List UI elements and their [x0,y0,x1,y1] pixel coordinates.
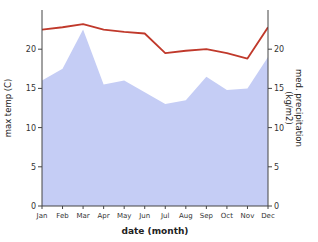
y-tick-label: 0 [31,202,36,211]
x-tick-label: Jun [138,212,150,220]
y-tick [38,88,42,89]
x-tick-label: Mar [76,212,89,220]
plot-area [42,24,268,206]
y2-tick [268,206,272,207]
y2-tick [268,166,272,167]
x-tick [165,206,166,209]
x-tick [124,206,125,209]
chart-svg: 0 5 10 15 20 0 5 10 15 20 Jan Feb Mar Apr May Jun Jul Aug… [0,0,318,242]
x-tick-label: Aug [179,212,193,220]
y2-tick [268,88,272,89]
y-tick [38,166,42,167]
x-tick-label: Dec [261,212,275,220]
x-tick [42,206,43,209]
y2-tick-label: 20 [274,45,284,54]
x-tick [144,206,145,209]
x-tick [226,206,227,209]
y2-tick-label: 10 [274,124,284,133]
x-tick-label: Apr [98,212,110,220]
y-tick-label: 15 [26,84,36,93]
y-axis-line [42,10,43,206]
y-tick [38,127,42,128]
line [42,24,268,58]
y2-tick [268,127,272,128]
x-tick [62,206,63,209]
y-tick-label: 20 [26,45,36,54]
x-axis-title: date (month) [122,226,189,236]
y2-tick-label: 5 [274,163,279,172]
x-axis-line [42,206,268,207]
area [42,30,268,206]
y-tick [38,206,42,207]
y2-axis-line [268,10,269,206]
y2-axis-title-line: med. precipitation [294,69,304,147]
y2-axis-title-line: (kg/m2) [284,91,294,125]
x-tick [268,206,269,209]
y2-tick [268,49,272,50]
x-tick [247,206,248,209]
y-tick-label: 5 [31,163,36,172]
y2-axis-title: med. precipitation(kg/m2) [284,69,304,147]
x-tick-label: Nov [241,212,255,220]
x-tick [206,206,207,209]
chart-container: 0 5 10 15 20 0 5 10 15 20 Jan Feb Mar Apr May Jun Jul Aug… [0,0,318,242]
x-tick-label: May [117,212,131,220]
x-tick [185,206,186,209]
x-tick-label: Feb [56,212,69,220]
y-tick-label: 10 [26,124,36,133]
x-tick-label: Jan [36,212,48,220]
y2-tick-label: 15 [274,84,284,93]
x-tick-label: Jul [160,212,170,220]
x-tick [83,206,84,209]
y2-tick-label: 0 [274,202,279,211]
y-tick [38,49,42,50]
x-tick-label: Oct [221,212,233,220]
x-tick-label: Sep [200,212,214,220]
y-axis-title: max temp (C) [3,79,13,138]
x-tick [103,206,104,209]
